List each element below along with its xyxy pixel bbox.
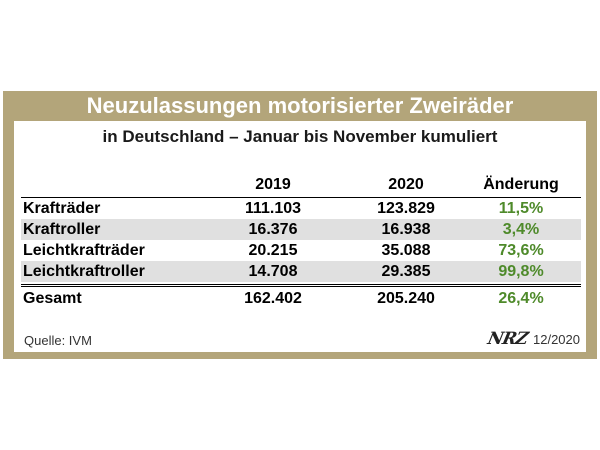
total-change: 26,4% bbox=[498, 290, 544, 307]
header-change: Änderung bbox=[483, 176, 559, 193]
table-header-row: 2019 2020 Änderung bbox=[21, 173, 581, 198]
table-row: Krafträder 111.103 123.829 11,5% bbox=[21, 198, 581, 219]
header-2020: 2020 bbox=[388, 176, 424, 193]
row-name: Leichtkraftroller bbox=[23, 263, 145, 280]
row-change: 3,4% bbox=[502, 221, 540, 238]
row-change: 11,5% bbox=[498, 200, 544, 217]
publisher-brand: NRZ 12/2020 bbox=[485, 329, 580, 349]
row-value-2019: 111.103 bbox=[244, 200, 302, 217]
row-name: Kraftroller bbox=[23, 221, 101, 238]
header-2019: 2019 bbox=[255, 176, 291, 193]
row-change: 73,6% bbox=[498, 242, 544, 259]
row-value-2020: 35.088 bbox=[381, 242, 431, 259]
total-value-2019: 162.402 bbox=[244, 290, 302, 307]
row-value-2020: 16.938 bbox=[381, 221, 431, 238]
chart-title: Neuzulassungen motorisierter Zweiräder bbox=[86, 93, 514, 118]
total-name: Gesamt bbox=[23, 290, 82, 307]
row-value-2020: 29.385 bbox=[381, 263, 431, 280]
chart-subtitle: in Deutschland – Januar bis November kum… bbox=[102, 127, 498, 146]
row-value-2019: 20.215 bbox=[248, 242, 298, 259]
table-total-row: Gesamt 162.402 205.240 26,4% bbox=[21, 284, 581, 309]
content-panel: in Deutschland – Januar bis November kum… bbox=[14, 121, 586, 352]
row-name: Krafträder bbox=[23, 200, 101, 217]
row-change: 99,8% bbox=[498, 263, 544, 280]
nrz-logo: NRZ bbox=[485, 329, 530, 349]
row-name: Leichtkrafträder bbox=[23, 242, 145, 259]
row-value-2019: 16.376 bbox=[248, 221, 298, 238]
publication-date: 12/2020 bbox=[533, 331, 580, 347]
row-value-2020: 123.829 bbox=[377, 200, 435, 217]
total-value-2020: 205.240 bbox=[377, 290, 435, 307]
infographic-frame: Neuzulassungen motorisierter Zweiräder i… bbox=[3, 91, 597, 359]
row-value-2019: 14.708 bbox=[248, 263, 298, 280]
table-row: Leichtkrafträder 20.215 35.088 73,6% bbox=[21, 240, 581, 261]
data-table: 2019 2020 Änderung Krafträder 111.103 12… bbox=[21, 173, 581, 309]
table-row: Leichtkraftroller 14.708 29.385 99,8% bbox=[21, 261, 581, 282]
table-row: Kraftroller 16.376 16.938 3,4% bbox=[21, 219, 581, 240]
source-note: Quelle: IVM bbox=[24, 333, 92, 348]
